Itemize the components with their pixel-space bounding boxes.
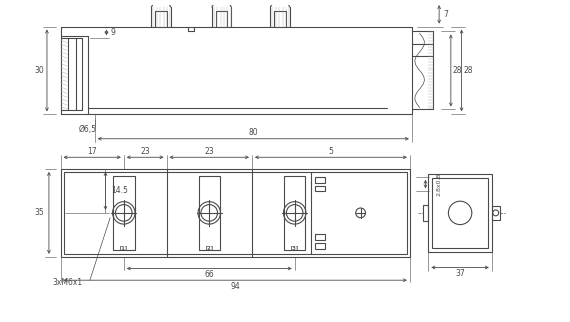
Text: [1]: [1] (120, 245, 128, 251)
Bar (432, 178, 488, 248)
Text: 94: 94 (230, 281, 240, 290)
Text: 28: 28 (453, 66, 462, 75)
Text: 80: 80 (249, 128, 258, 137)
Bar (315, 243, 325, 249)
Text: Ø6,5: Ø6,5 (78, 126, 96, 135)
Text: 66: 66 (205, 270, 214, 279)
Bar (60, 169, 410, 257)
Bar (315, 177, 325, 183)
Text: 17: 17 (87, 147, 97, 156)
Text: 14.5: 14.5 (111, 186, 128, 195)
Text: 5: 5 (328, 147, 333, 156)
Bar (113, 176, 135, 250)
Text: 23: 23 (140, 147, 150, 156)
Text: 3xM6x1: 3xM6x1 (53, 278, 83, 287)
Bar (63, 172, 407, 254)
Bar (492, 206, 500, 220)
Text: [2]: [2] (205, 245, 213, 251)
Text: [1]: [1] (120, 245, 128, 251)
Text: 7: 7 (443, 10, 449, 19)
Text: 2.8x0.8: 2.8x0.8 (437, 172, 442, 196)
Text: 37: 37 (455, 269, 465, 278)
Text: 30: 30 (34, 66, 44, 75)
Text: [3]: [3] (291, 245, 299, 251)
Bar (315, 185, 325, 191)
Bar (429, 174, 492, 252)
Bar (422, 205, 429, 221)
Text: [2]: [2] (205, 245, 213, 251)
Text: 35: 35 (34, 208, 44, 217)
Text: 9: 9 (111, 28, 116, 37)
Bar (198, 176, 220, 250)
Bar (284, 176, 306, 250)
Text: 23: 23 (205, 147, 214, 156)
Bar (315, 234, 325, 240)
Text: [3]: [3] (291, 245, 299, 251)
Text: 28: 28 (463, 66, 473, 75)
